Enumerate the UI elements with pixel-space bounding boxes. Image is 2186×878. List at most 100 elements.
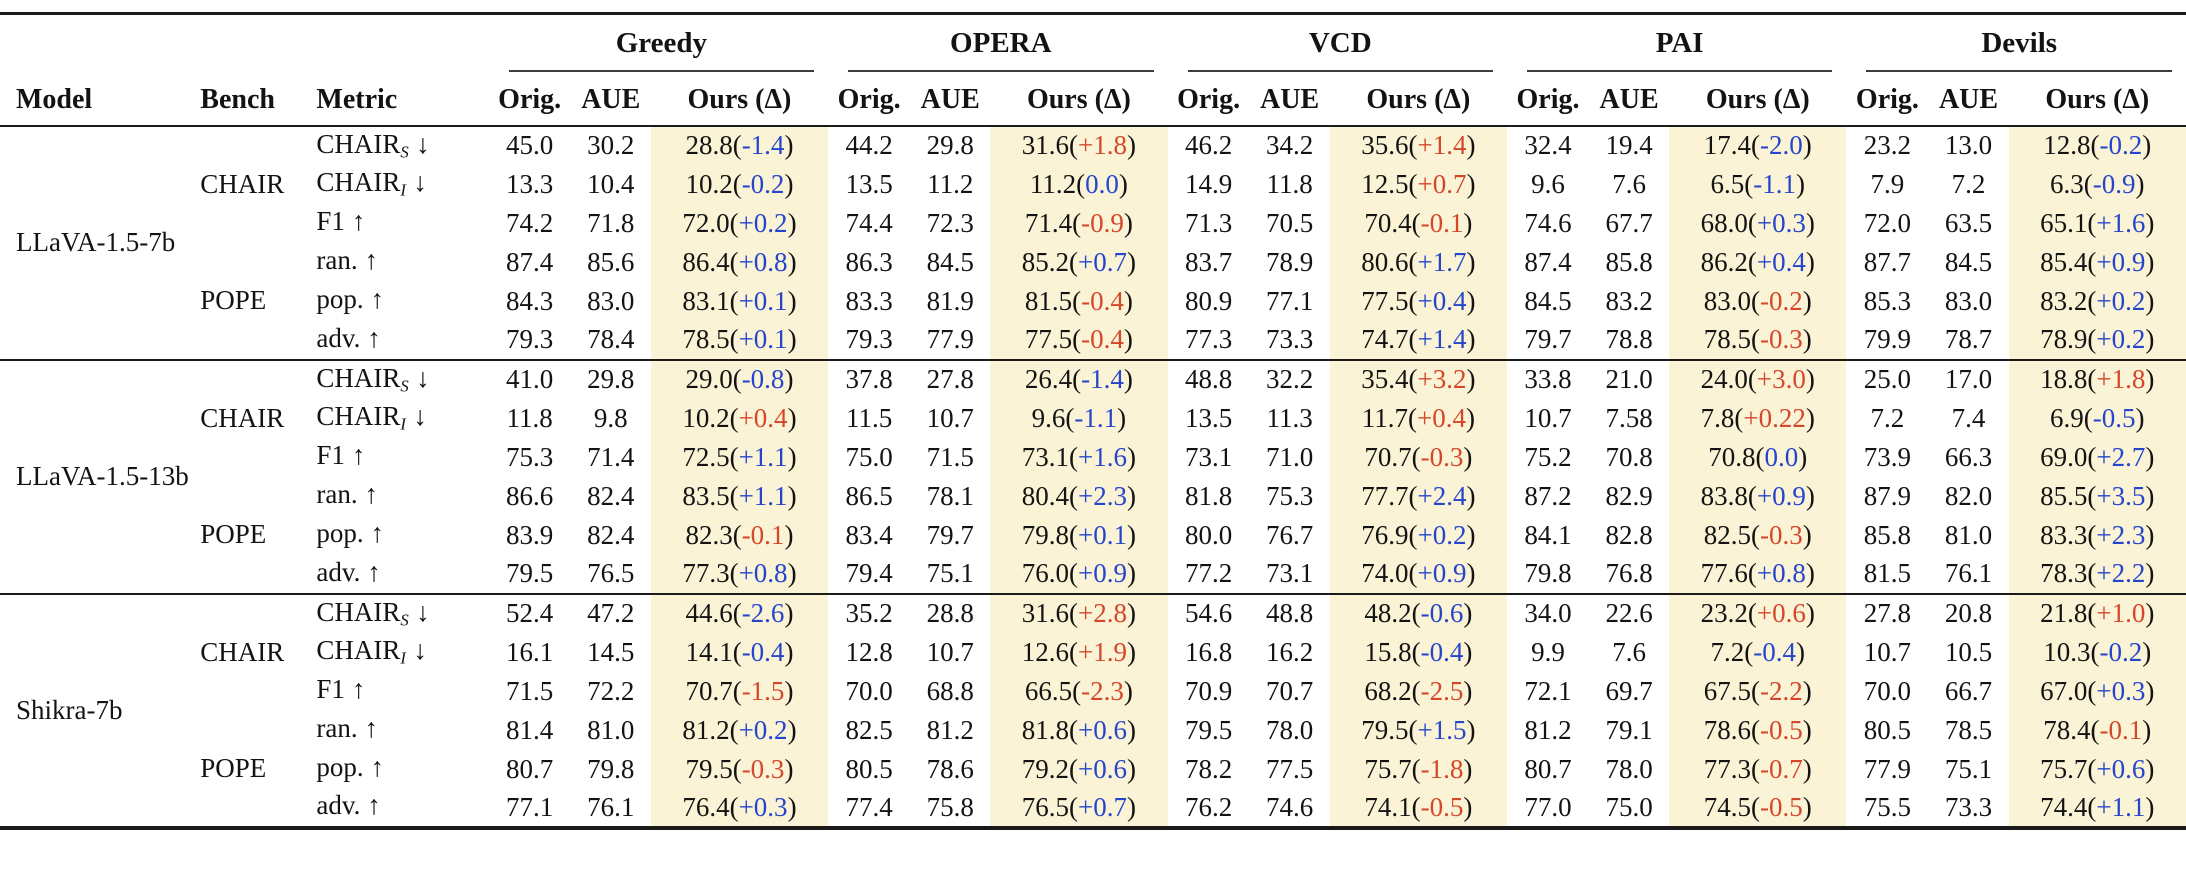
ours-cell: 35.6(+1.4) — [1329, 125, 1507, 165]
paren: ( — [1407, 402, 1417, 433]
delta-value: -0.9 — [1081, 207, 1124, 238]
paren: ) — [2145, 285, 2155, 316]
paren: ) — [1805, 246, 1815, 277]
orig-value: 81.8 — [1184, 480, 1233, 511]
delta-value: -0.5 — [2092, 402, 2136, 433]
paren: ) — [787, 207, 797, 238]
ours-cell: 11.7(+0.4) — [1329, 398, 1507, 438]
ours-value: 67.0 — [2040, 675, 2088, 706]
aue-value: 76.5 — [587, 558, 635, 588]
aue-value: 83.0 — [587, 285, 635, 316]
orig-value: 16.8 — [1184, 636, 1233, 667]
delta-value: -2.0 — [1760, 130, 1803, 160]
aue-value: 19.4 — [1605, 130, 1653, 160]
ours-cell: 80.4(+2.3) — [990, 476, 1168, 516]
paren: ) — [1805, 402, 1815, 433]
delta-value: +2.2 — [2096, 558, 2146, 588]
aue-value: 81.2 — [926, 714, 974, 745]
paren: ) — [1127, 753, 1137, 784]
paren: ( — [729, 558, 739, 588]
ours-cell: 82.3(-0.1) — [650, 515, 829, 555]
metric-cell: F1 ↑ — [316, 438, 488, 477]
paren: ( — [1072, 364, 1082, 394]
direction-arrow-icon: ↓ — [413, 635, 428, 666]
ours-cell: 76.9(+0.2) — [1329, 515, 1507, 555]
group-label: VCD — [1187, 27, 1493, 72]
orig-value: 16.1 — [506, 636, 554, 667]
orig-value: 13.5 — [1184, 402, 1233, 433]
delta-value: +1.4 — [1417, 324, 1467, 354]
paren: ( — [1069, 791, 1079, 822]
delta-value: -1.1 — [1753, 168, 1796, 199]
header-spacer — [0, 14, 489, 78]
ours-cell: 67.0(+0.3) — [2008, 671, 2186, 711]
table-row: pop. ↑ 80.7 79.8 79.5(-0.3) 80.5 78.6 79.2(+0.6… — [0, 749, 2186, 789]
paren: ) — [787, 402, 797, 433]
group-label: PAI — [1526, 27, 1833, 72]
delta-value: +0.9 — [2096, 246, 2146, 277]
orig-value: 79.3 — [845, 324, 893, 354]
paren: ( — [732, 168, 742, 199]
paren: ( — [1751, 130, 1760, 160]
ours-cell: 85.4(+0.9) — [2008, 242, 2186, 282]
delta-value: +0.4 — [1417, 285, 1467, 316]
ours-value: 77.5 — [1024, 324, 1073, 354]
orig-value: 82.5 — [845, 714, 893, 745]
paren: ) — [1127, 598, 1137, 628]
aue-value: 82.9 — [1605, 480, 1653, 511]
bench-cell: CHAIR — [200, 358, 317, 477]
ours-cell: 74.0(+0.9) — [1329, 554, 1507, 594]
paren: ) — [1805, 364, 1815, 394]
ours-cell: 77.5(+0.4) — [1329, 281, 1507, 321]
orig-value: 7.2 — [1870, 402, 1905, 433]
aue-value: 30.2 — [587, 130, 635, 160]
aue-value: 22.6 — [1589, 592, 1670, 633]
aue-value: 85.8 — [1605, 246, 1653, 277]
paren: ( — [1747, 207, 1757, 238]
paren: ( — [2087, 598, 2097, 628]
direction-arrow-icon: ↓ — [416, 362, 430, 393]
aue-value: 29.8 — [570, 358, 651, 399]
paren: ( — [1072, 207, 1082, 238]
orig-value: 87.7 — [1863, 246, 1912, 277]
table-row: pop. ↑ 83.9 82.4 82.3(-0.1) 83.4 79.7 79.8(+0.1… — [0, 515, 2186, 555]
aue-value: 11.3 — [1266, 402, 1313, 433]
paren: ) — [1127, 714, 1137, 745]
delta-value: -0.5 — [1760, 791, 1803, 822]
ours-value: 48.2 — [1364, 598, 1412, 628]
ours-cell: 12.5(+0.7) — [1329, 164, 1507, 204]
delta-value: -0.3 — [1420, 441, 1464, 472]
paren: ( — [1411, 636, 1421, 667]
paren: ( — [1411, 675, 1421, 706]
aue-value: 14.5 — [587, 636, 635, 667]
direction-arrow-icon: ↑ — [351, 206, 366, 237]
ours-value: 75.7 — [2040, 753, 2088, 784]
paren: ) — [784, 598, 794, 628]
results-table: Greedy OPERA VCD PAI Devils Model Bench … — [0, 12, 2186, 830]
ours-cell: 80.6(+1.7) — [1329, 242, 1507, 282]
ours-cell: 21.8(+1.0) — [2008, 592, 2186, 633]
col-header-orig: Orig. — [488, 77, 571, 127]
ours-cell: 83.5(+1.1) — [650, 476, 829, 516]
orig-value: 79.4 — [845, 558, 893, 588]
ours-value: 28.8 — [685, 130, 733, 160]
col-header-aue: AUE — [1589, 77, 1670, 127]
paren: ) — [1463, 441, 1473, 472]
orig-value: 71.3 — [1184, 207, 1233, 238]
ours-value: 11.7 — [1361, 402, 1408, 433]
delta-value: +0.8 — [738, 246, 788, 277]
table-row: F1 ↑ 75.3 71.4 72.5(+1.1) 75.0 71.5 73.1(+1.6) 7… — [0, 437, 2186, 477]
aue-value: 47.2 — [570, 592, 651, 633]
paren: ) — [2142, 636, 2152, 667]
paren: ) — [2145, 675, 2155, 706]
metric-name: CHAIR — [316, 167, 401, 198]
metric-cell: adv. ↑ — [316, 321, 488, 360]
paren: ) — [1127, 246, 1137, 277]
paren: ) — [1805, 207, 1815, 238]
ours-value: 70.8 — [1708, 441, 1756, 472]
ours-cell: 17.4(-2.0) — [1669, 125, 1847, 165]
paren: ( — [1751, 285, 1760, 316]
ours-value: 17.4 — [1703, 130, 1751, 160]
orig-value: 81.2 — [1524, 714, 1572, 745]
paren: ) — [1805, 598, 1815, 628]
